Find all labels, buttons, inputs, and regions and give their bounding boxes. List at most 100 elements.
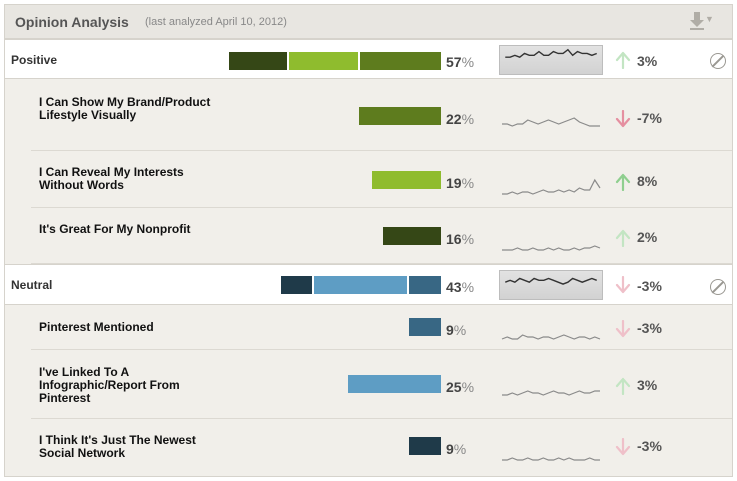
- change-value: -3%: [637, 278, 662, 294]
- trend-down-icon: [615, 320, 631, 338]
- arrow-down-shape: [615, 110, 631, 128]
- bar-segment: [372, 171, 441, 189]
- bar-segment: [409, 318, 441, 336]
- sparkline-path: [502, 457, 600, 461]
- row-label: Pinterest Mentioned: [39, 320, 154, 334]
- bar-segment-dark: [281, 276, 312, 294]
- sentiment-row-neutral-2[interactable]: I've Linked To A Infographic/Report From…: [5, 350, 732, 419]
- row-label: I Think It's Just The Newest Social Netw…: [39, 433, 196, 460]
- bar: [359, 107, 441, 125]
- bar-segment-mid: [360, 52, 441, 70]
- bar-segment: [409, 437, 441, 455]
- percent-number: 22: [446, 111, 462, 127]
- bar-segment: [348, 375, 441, 393]
- last-analyzed-note: (last analyzed April 10, 2012): [145, 16, 287, 28]
- sparkline: [502, 457, 600, 461]
- change-value: -7%: [637, 110, 662, 126]
- arrow-up-shape: [615, 173, 631, 191]
- sparkline-path: [502, 390, 600, 396]
- download-icon: [690, 12, 704, 35]
- arrow-down-shape: [615, 320, 631, 338]
- hide-row-icon[interactable]: [710, 53, 726, 69]
- row-divider: [31, 79, 732, 151]
- arrow-up-shape: [615, 377, 631, 395]
- change-value: -3%: [637, 320, 662, 336]
- bar-segment-light: [289, 52, 358, 70]
- row-label: I've Linked To A Infographic/Report From…: [39, 365, 180, 405]
- export-menu-button[interactable]: ▼: [688, 12, 718, 32]
- trend-up-icon: [615, 229, 631, 247]
- percent-number: 19: [446, 175, 462, 191]
- trend-down-icon: [615, 276, 631, 294]
- sparkline-path: [502, 245, 601, 251]
- percent-value: 9%: [446, 322, 467, 338]
- percent-number: 9: [446, 322, 454, 338]
- row-divider: [31, 305, 732, 350]
- change-value: 3%: [637, 53, 658, 69]
- percent-value: 9%: [446, 441, 467, 457]
- change-value: 8%: [637, 173, 658, 189]
- sparkline-path: [505, 277, 597, 285]
- chevron-down-icon: ▼: [705, 14, 714, 24]
- trend-up-icon: [615, 377, 631, 395]
- sentiment-row-positive[interactable]: Positive 57% 3%: [5, 39, 732, 79]
- row-label: Neutral: [11, 278, 53, 292]
- bar: [348, 375, 441, 393]
- percent-number: 9: [446, 441, 454, 457]
- sentiment-row-positive-3[interactable]: It's Great For My Nonprofit 16% 2%: [5, 208, 732, 264]
- sparkline: [501, 334, 601, 340]
- bar-segment-dark: [229, 52, 287, 70]
- trend-down-icon: [615, 110, 631, 128]
- percent-number: 16: [446, 231, 462, 247]
- sentiment-row-neutral-1[interactable]: Pinterest Mentioned 9% -3%: [5, 305, 732, 350]
- percent-value: 43%: [446, 279, 475, 295]
- row-divider: [31, 151, 732, 208]
- bar: [409, 437, 441, 455]
- sentiment-row-neutral-3[interactable]: I Think It's Just The Newest Social Netw…: [5, 419, 732, 476]
- arrow-up-shape: [615, 229, 631, 247]
- row-divider: [31, 208, 732, 264]
- sentiment-row-neutral[interactable]: Neutral 43% -3%: [5, 264, 732, 305]
- arrow-up-shape: [615, 51, 631, 69]
- stacked-bar: [281, 276, 441, 294]
- percent-value: 25%: [446, 379, 475, 395]
- sparkline: [502, 117, 600, 127]
- bar: [409, 318, 441, 336]
- bar: [372, 171, 441, 189]
- sentiment-row-positive-1[interactable]: I Can Show My Brand/Product Lifestyle Vi…: [5, 79, 732, 151]
- row-label: It's Great For My Nonprofit: [39, 222, 191, 236]
- sparkline: [499, 270, 603, 300]
- sparkline-path: [505, 48, 597, 58]
- percent-number: 57: [446, 54, 462, 70]
- bar-segment-mid: [409, 276, 441, 294]
- sparkline: [502, 245, 601, 251]
- row-label: Positive: [11, 53, 58, 67]
- percent-value: 22%: [446, 111, 475, 127]
- bar: [383, 227, 441, 245]
- stacked-bar: [229, 52, 441, 70]
- row-label: I Can Show My Brand/Product Lifestyle Vi…: [39, 95, 211, 122]
- panel-title: Opinion Analysis: [15, 14, 129, 30]
- sparkline-path: [502, 178, 601, 195]
- bar-segment: [383, 227, 441, 245]
- sparkline: [502, 178, 601, 195]
- arrow-down-shape: [615, 438, 631, 456]
- opinion-analysis-panel: Opinion Analysis (last analyzed April 10…: [4, 4, 733, 477]
- row-divider: [31, 350, 732, 419]
- percent-value: 16%: [446, 231, 475, 247]
- panel-header: Opinion Analysis (last analyzed April 10…: [5, 5, 732, 39]
- sparkline: [499, 45, 603, 75]
- row-label: I Can Reveal My Interests Without Words: [39, 165, 184, 192]
- hide-row-icon[interactable]: [710, 279, 726, 295]
- sparkline-path: [501, 334, 601, 340]
- sentiment-row-positive-2[interactable]: I Can Reveal My Interests Without Words …: [5, 151, 732, 208]
- bar-segment-light: [314, 276, 407, 294]
- percent-value: 57%: [446, 54, 475, 70]
- change-value: 3%: [637, 377, 658, 393]
- sparkline-path: [502, 117, 600, 127]
- change-value: -3%: [637, 438, 662, 454]
- percent-value: 19%: [446, 175, 475, 191]
- percent-number: 25: [446, 379, 462, 395]
- change-value: 2%: [637, 229, 658, 245]
- percent-number: 43: [446, 279, 462, 295]
